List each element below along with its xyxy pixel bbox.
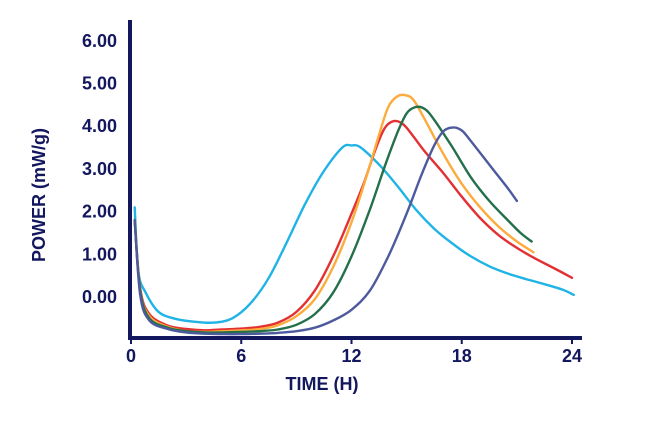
y-tick-label: 5.00 (82, 74, 117, 94)
y-tick-label: 6.00 (82, 31, 117, 51)
y-tick-label: 3.00 (82, 159, 117, 179)
y-tick-label: 2.00 (82, 202, 117, 222)
y-tick-label: 4.00 (82, 116, 117, 136)
series-line-1 (133, 143, 575, 324)
x-tick-label: 18 (452, 346, 472, 366)
series-line-3 (133, 93, 535, 334)
series-line-4 (133, 105, 533, 334)
series-line-2 (133, 119, 574, 332)
x-axis-title: TIME (H) (286, 374, 359, 394)
series-line-5 (133, 126, 519, 336)
y-tick-labels: 0.00 1.00 2.00 3.00 4.00 5.00 6.00 (82, 31, 117, 307)
x-tick-labels: 0 6 12 18 24 (126, 346, 582, 366)
x-tick-label: 24 (562, 346, 582, 366)
y-axis-title: POWER (mW/g) (29, 128, 49, 262)
series-lines (133, 93, 575, 336)
y-tick-label: 0.00 (82, 287, 117, 307)
y-tick-label: 1.00 (82, 244, 117, 264)
x-tick-label: 6 (236, 346, 246, 366)
x-tick-label: 12 (341, 346, 361, 366)
x-tick-label: 0 (126, 346, 136, 366)
